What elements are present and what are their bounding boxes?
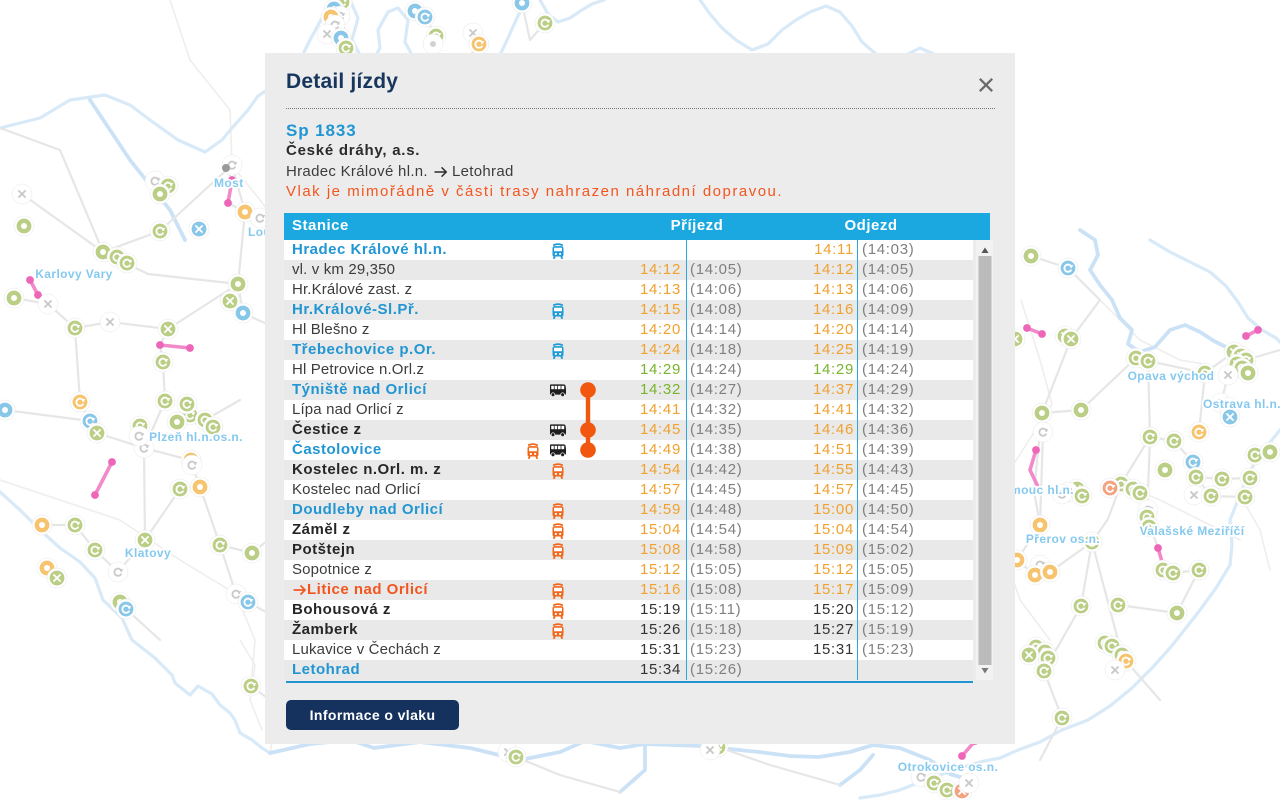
svg-text:Otrokovice os.n.: Otrokovice os.n. — [898, 760, 998, 774]
svg-text:Karlovy Vary: Karlovy Vary — [35, 267, 113, 281]
svg-text:Přerov os.n.: Přerov os.n. — [1026, 532, 1100, 546]
svg-text:Valašské Meziříčí: Valašské Meziříčí — [1140, 524, 1245, 538]
svg-text:Most: Most — [214, 176, 244, 190]
svg-text:Opava východ: Opava východ — [1128, 369, 1215, 383]
svg-text:Klatovy: Klatovy — [125, 546, 171, 560]
svg-text:Ostrava hl.n.: Ostrava hl.n. — [1203, 397, 1280, 411]
svg-text:Plzeň hl.n.os.n.: Plzeň hl.n.os.n. — [149, 430, 243, 444]
